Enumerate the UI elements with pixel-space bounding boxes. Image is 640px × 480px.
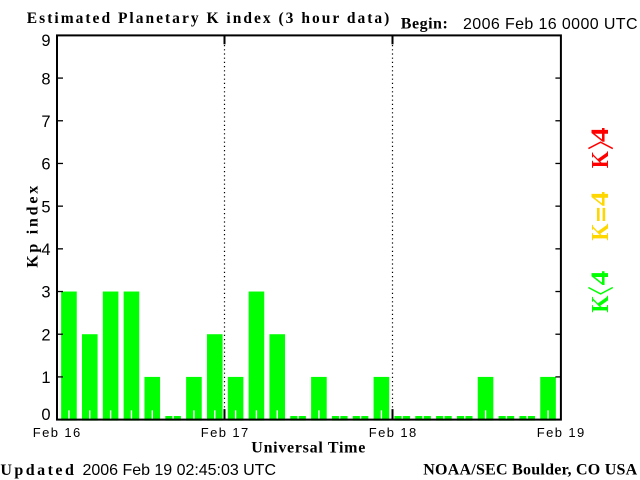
svg-text:4: 4 <box>41 241 50 259</box>
svg-text:NOAA/SEC Boulder, CO USA: NOAA/SEC Boulder, CO USA <box>423 461 637 478</box>
svg-text:2: 2 <box>41 326 50 344</box>
svg-text:2006 Feb 19 02:45:03 UTC: 2006 Feb 19 02:45:03 UTC <box>83 462 277 479</box>
svg-text:K: K <box>587 151 614 168</box>
svg-text:1: 1 <box>41 369 50 387</box>
svg-text:4: 4 <box>585 270 614 285</box>
svg-text:0: 0 <box>41 406 50 424</box>
svg-text:9: 9 <box>41 32 50 50</box>
svg-text:2006 Feb 16 0000 UTC: 2006 Feb 16 0000 UTC <box>463 16 638 33</box>
svg-text:Estimated Planetary K index (3: Estimated Planetary K index (3 hour data… <box>27 10 390 27</box>
svg-text:Kp index: Kp index <box>25 186 42 268</box>
svg-text:6: 6 <box>41 156 50 174</box>
svg-text:Updated: Updated <box>0 462 74 479</box>
svg-text:K: K <box>587 223 614 240</box>
svg-text:3: 3 <box>41 284 50 302</box>
svg-text:8: 8 <box>41 70 50 88</box>
svg-text:Begin:: Begin: <box>401 15 448 32</box>
svg-text:Feb 16: Feb 16 <box>33 425 81 440</box>
svg-text:4: 4 <box>585 191 614 206</box>
svg-text:7: 7 <box>41 113 50 131</box>
svg-text:Feb 18: Feb 18 <box>369 425 417 440</box>
svg-text:Feb 17: Feb 17 <box>201 425 249 440</box>
svg-text:Universal Time: Universal Time <box>251 440 365 457</box>
svg-text:4: 4 <box>585 127 614 142</box>
svg-text:5: 5 <box>41 198 50 216</box>
svg-text:Feb 19: Feb 19 <box>537 425 585 440</box>
svg-text:K: K <box>587 295 614 312</box>
